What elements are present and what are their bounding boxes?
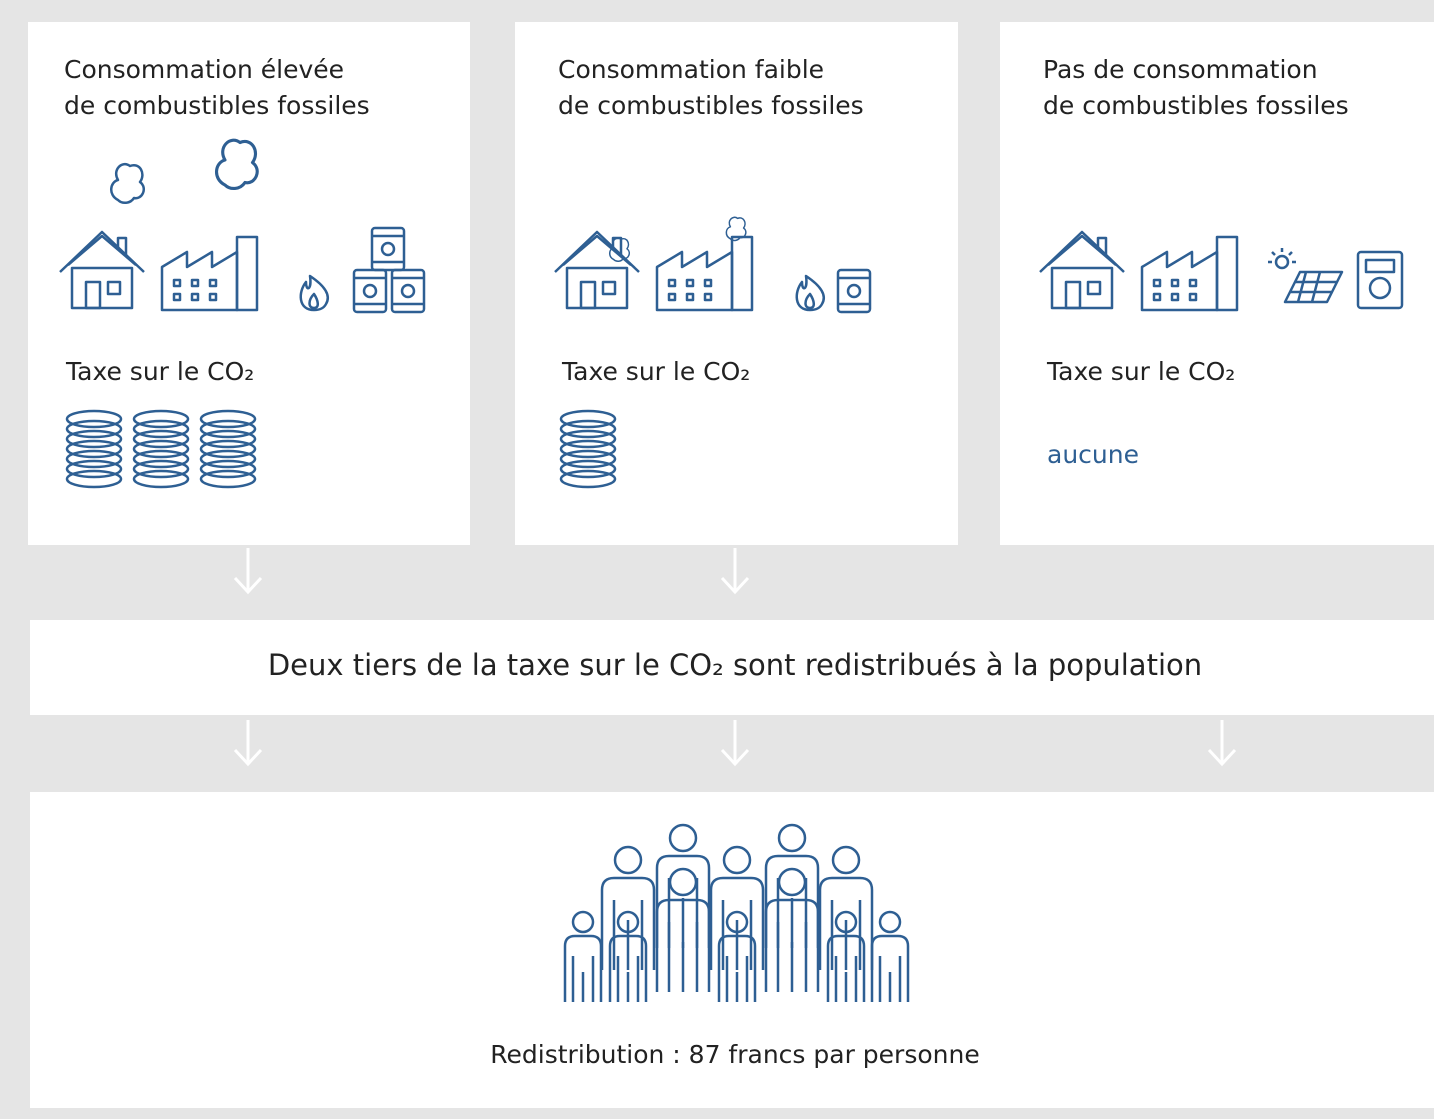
column-title: Pas de consommation — [1043, 55, 1318, 84]
icons — [58, 138, 1404, 489]
column-title: Consommation élevée — [64, 55, 344, 84]
arrow — [233, 718, 263, 766]
tax-label: Taxe sur le CO₂ — [1046, 357, 1235, 386]
footer-panel — [30, 792, 1434, 1108]
tax-label: Taxe sur le CO₂ — [561, 357, 750, 386]
footer-text: Redistribution : 87 francs par personne — [490, 1040, 979, 1069]
arrow — [720, 718, 750, 766]
column-title: Consommation faible — [558, 55, 824, 84]
banner-panel — [30, 620, 1434, 715]
banner-text: Deux tiers de la taxe sur le CO₂ sont re… — [268, 648, 1202, 682]
column-title: de combustibles fossiles — [64, 91, 370, 120]
arrow — [233, 546, 263, 594]
arrow — [1207, 718, 1237, 766]
column-title: de combustibles fossiles — [558, 91, 864, 120]
column-title: de combustibles fossiles — [1043, 91, 1349, 120]
tax-amount: aucune — [1047, 440, 1139, 469]
tax-label: Taxe sur le CO₂ — [65, 357, 254, 386]
arrow — [720, 546, 750, 594]
